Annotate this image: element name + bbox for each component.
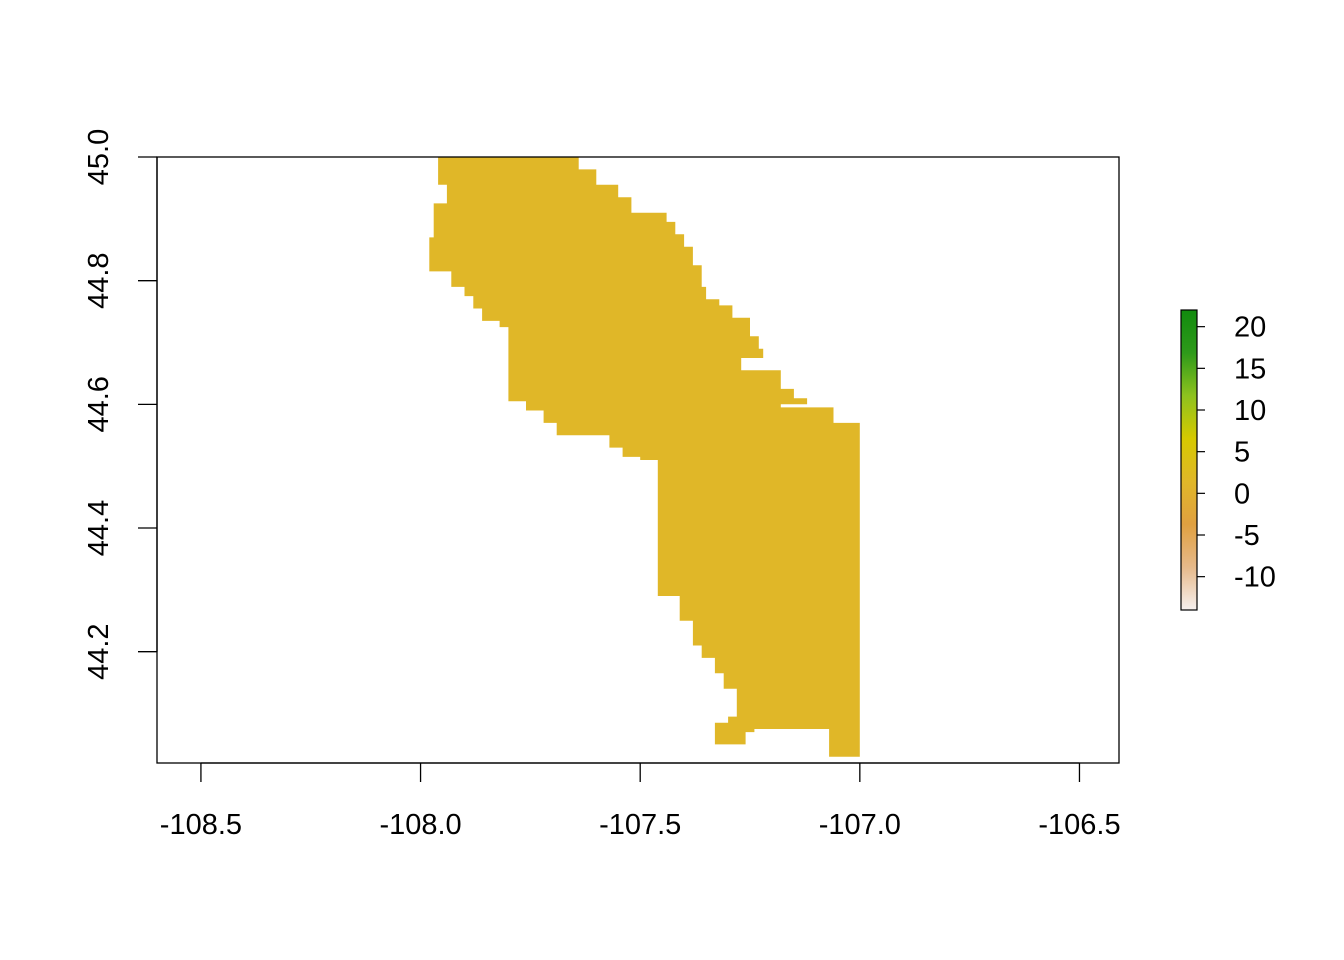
x-tick-label: -106.5 — [1038, 809, 1120, 841]
y-tick-label: 45.0 — [83, 129, 115, 185]
legend-tick-label: 15 — [1234, 353, 1266, 385]
x-tick-label: -108.0 — [379, 809, 461, 841]
y-tick-label: 44.8 — [83, 252, 115, 308]
x-axis: -108.5 -108.0 -107.5 -107.0 -106.5 — [160, 762, 1121, 841]
legend-color-bar — [1180, 309, 1198, 611]
legend-tick-label: 20 — [1234, 312, 1266, 344]
legend-tick-label: -10 — [1234, 562, 1276, 594]
legend-tick-label: 0 — [1234, 478, 1250, 510]
raster-layer — [429, 157, 860, 757]
x-tick-label: -108.5 — [160, 809, 242, 841]
y-tick-label: 44.4 — [83, 500, 115, 556]
legend-tick-label: 5 — [1234, 437, 1250, 469]
x-tick-label: -107.0 — [819, 809, 901, 841]
x-tick-label: -107.5 — [599, 809, 681, 841]
y-tick-label: 44.6 — [83, 376, 115, 432]
color-legend: 20 15 10 5 0 -5 -10 — [1180, 309, 1276, 611]
legend-ticks: 20 15 10 5 0 -5 -10 — [1197, 312, 1276, 594]
legend-tick-label: -5 — [1234, 520, 1260, 552]
y-axis: 44.2 44.4 44.6 44.8 45.0 — [83, 129, 158, 680]
y-tick-label: 44.2 — [83, 623, 115, 679]
raster-region — [429, 157, 860, 757]
legend-tick-label: 10 — [1234, 395, 1266, 427]
